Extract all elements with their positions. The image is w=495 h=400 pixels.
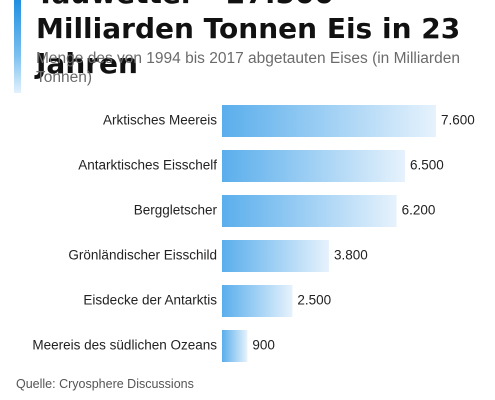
chart-subtitle: Menge des von 1994 bis 2017 abgetauten E… bbox=[36, 50, 460, 86]
bar bbox=[222, 240, 329, 272]
value-label: 6.200 bbox=[402, 203, 436, 218]
bar bbox=[222, 150, 406, 182]
value-label: 2.500 bbox=[297, 293, 331, 308]
category-label: Berggletscher bbox=[134, 203, 218, 218]
source-note: Quelle: Cryosphere Discussions bbox=[16, 377, 194, 391]
category-label: Eisdecke der Antarktis bbox=[83, 293, 217, 308]
category-label: Antarktisches Eisschelf bbox=[78, 158, 217, 173]
bar bbox=[222, 330, 248, 362]
value-label: 7.600 bbox=[441, 113, 475, 128]
category-label: Arktisches Meereis bbox=[103, 113, 217, 128]
bar bbox=[222, 105, 436, 137]
bars-group: Arktisches Meereis 7.600 Antarktisches Eis… bbox=[32, 105, 475, 362]
title-accent-bar bbox=[14, 0, 21, 93]
bar-chart: Arktisches Meereis 7.600 Antarktisches Eis… bbox=[32, 105, 475, 362]
chart-title: Tauwetter - 27.500 Milliarden Tonnen Eis… bbox=[36, 0, 461, 80]
value-label: 900 bbox=[252, 338, 275, 353]
category-label: Grönländischer Eisschild bbox=[68, 248, 217, 263]
bar bbox=[222, 195, 397, 227]
value-label: 6.500 bbox=[410, 158, 444, 173]
bar bbox=[222, 285, 293, 317]
value-label: 3.800 bbox=[334, 248, 368, 263]
category-label: Meereis des südlichen Ozeans bbox=[32, 338, 217, 353]
